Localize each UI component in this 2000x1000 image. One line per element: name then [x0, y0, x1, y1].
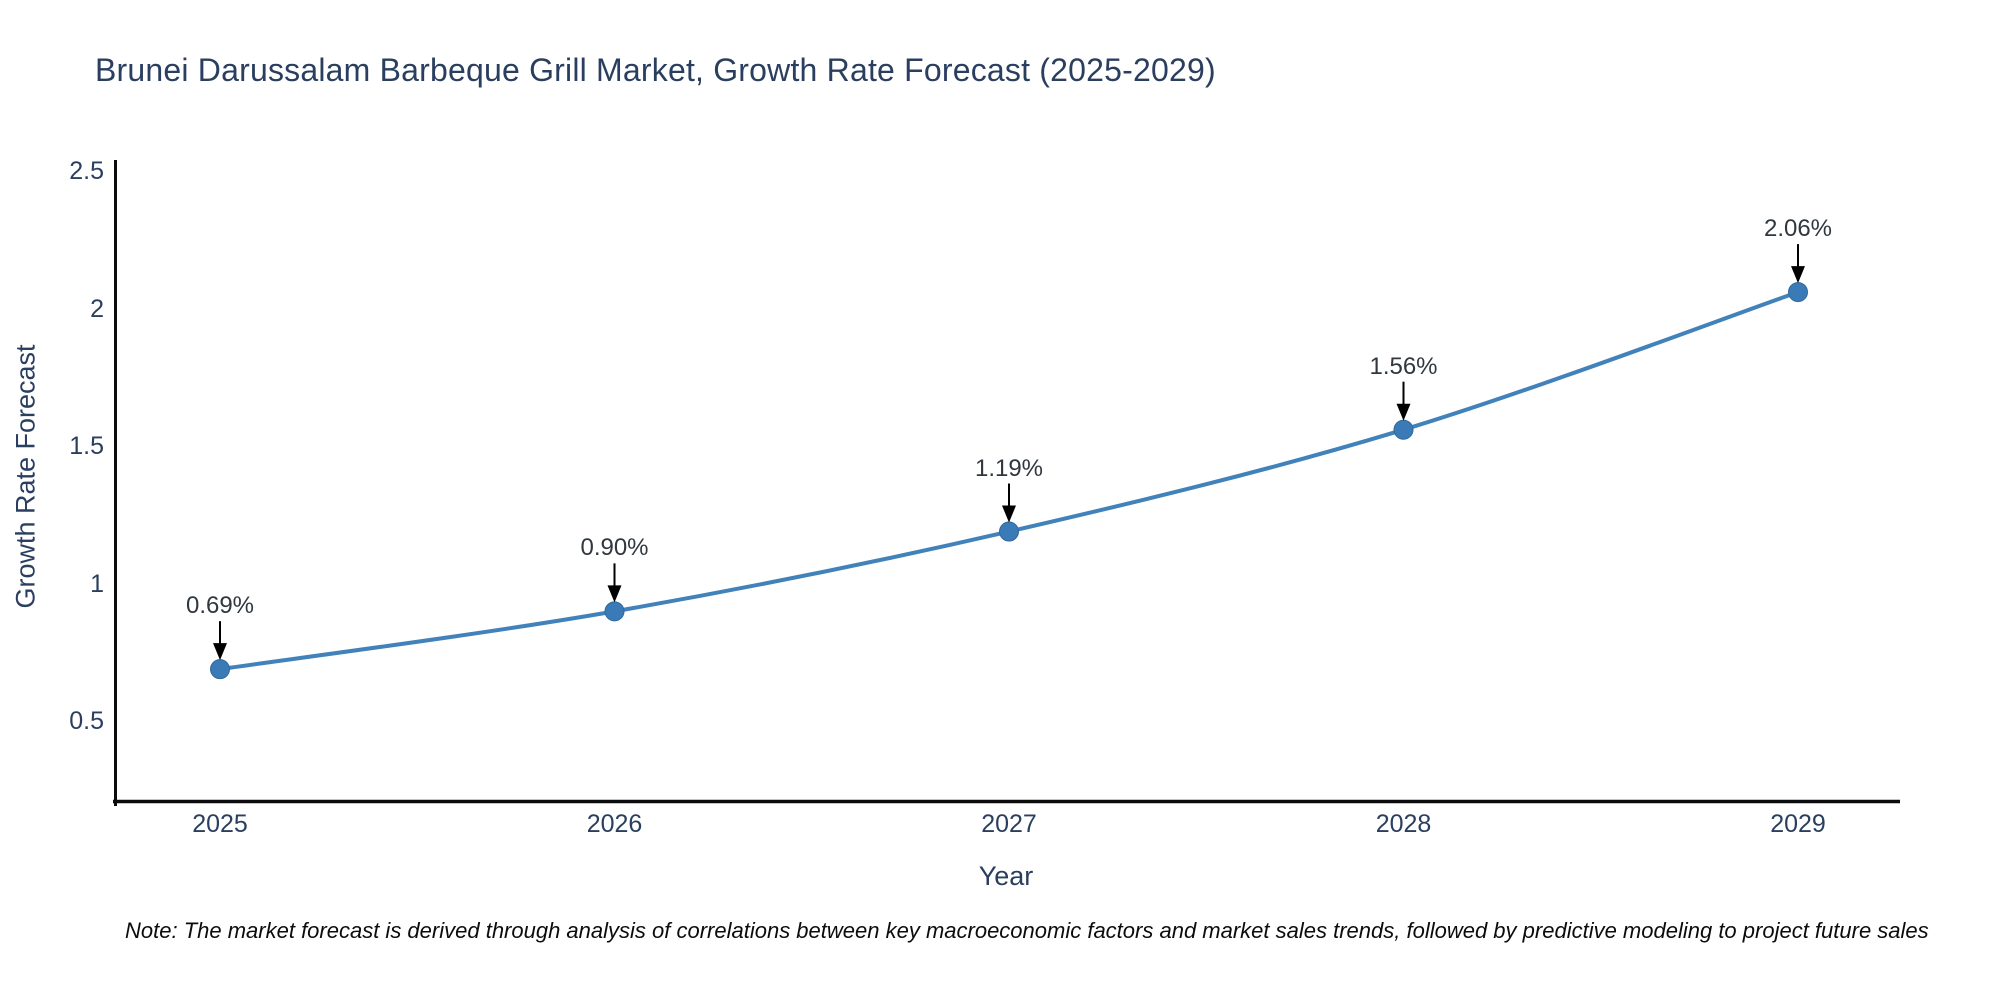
data-point-label: 0.90%: [580, 534, 649, 562]
data-point-label: 1.19%: [974, 454, 1044, 482]
x-tick-label: 2028: [1375, 810, 1432, 838]
y-tick-label: 1.5: [69, 432, 104, 461]
annotation-arrow-head: [1002, 505, 1016, 523]
annotation-arrow-head: [607, 585, 622, 603]
y-tick-label: 2.5: [69, 157, 104, 185]
annotation-arrow-head: [1396, 403, 1411, 421]
y-tick-label: 0.5: [69, 707, 104, 736]
x-axis-title: Year: [978, 861, 1034, 891]
annotation-arrow-head: [213, 643, 227, 661]
y-tick-label: 1: [90, 569, 104, 598]
data-point-marker: [604, 601, 625, 622]
annotation-arrow-head: [1791, 266, 1805, 284]
data-point-label: 2.06%: [1763, 215, 1833, 243]
x-tick-label: 2026: [586, 810, 643, 838]
footnote-text: Note: The market forecast is derived thr…: [125, 918, 1929, 943]
x-tick-label: 2029: [1770, 810, 1826, 838]
x-tick-label: 2025: [192, 810, 248, 838]
data-point-label: 1.56%: [1369, 352, 1438, 380]
data-point-marker: [1788, 282, 1808, 303]
y-tick-label: 2: [90, 294, 104, 323]
data-point-marker: [999, 521, 1019, 542]
x-tick-label: 2027: [981, 810, 1037, 838]
data-point-marker: [210, 659, 230, 680]
data-point-marker: [1393, 419, 1414, 440]
data-point-label: 0.69%: [185, 592, 255, 620]
chart-title: Brunei Darussalam Barbeque Grill Market,…: [95, 52, 1216, 88]
